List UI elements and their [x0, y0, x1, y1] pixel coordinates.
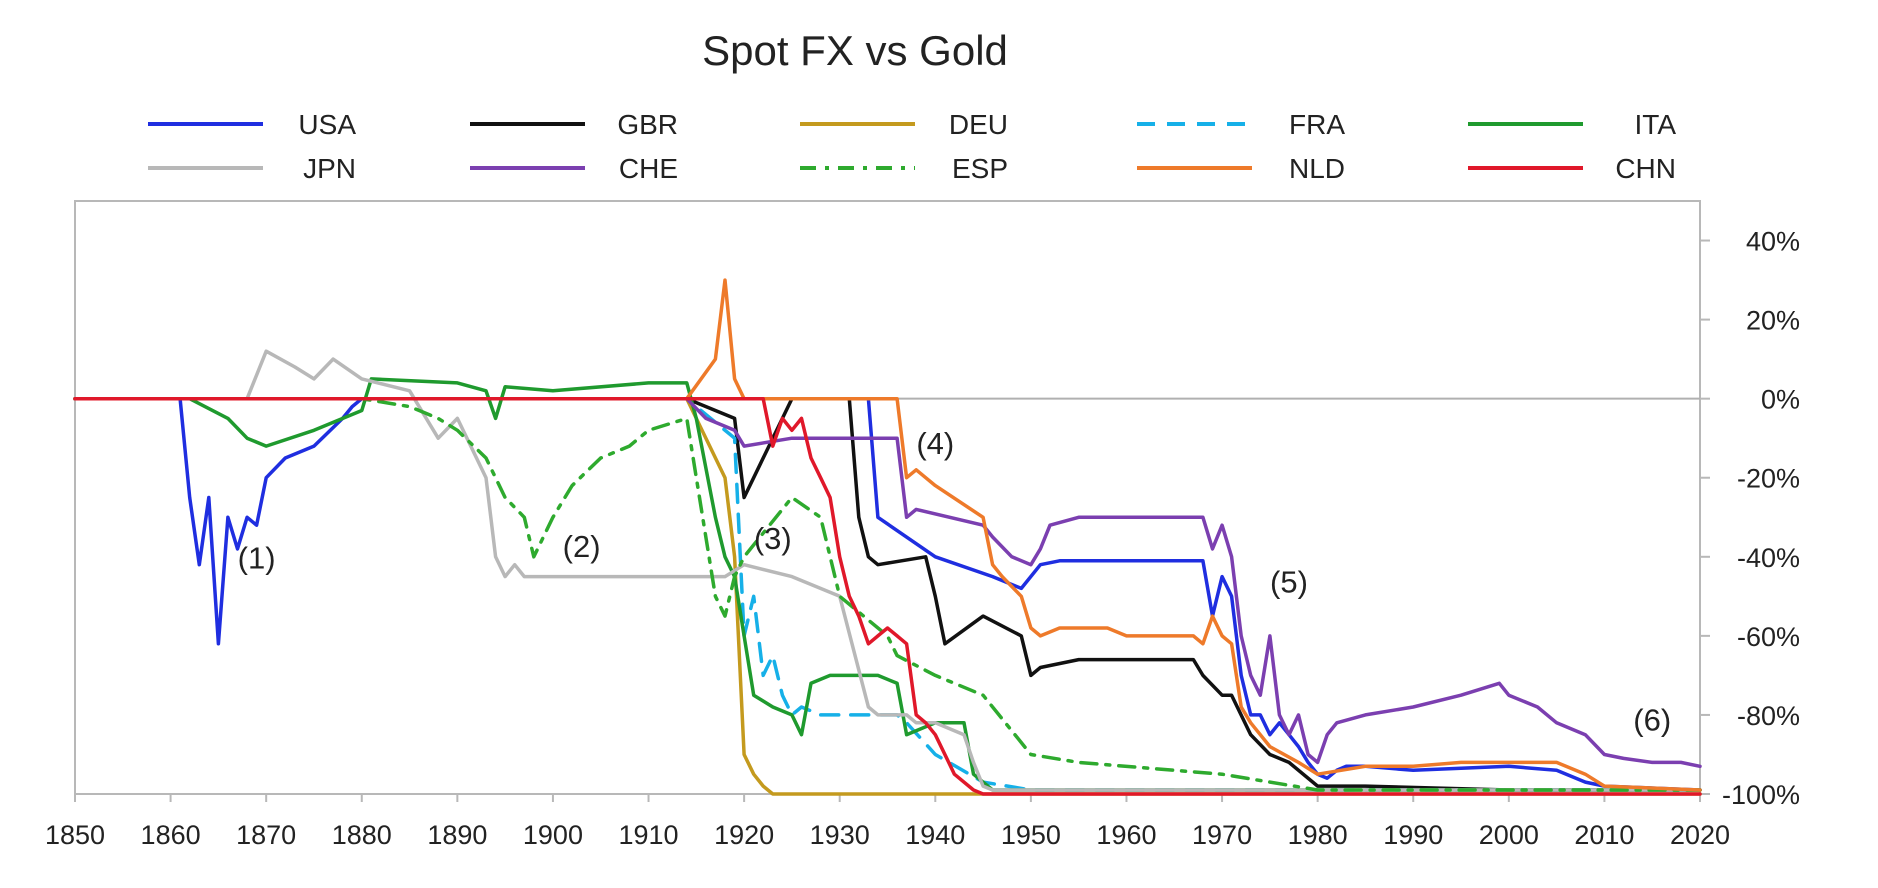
- legend-label-esp: ESP: [952, 153, 1008, 184]
- y-tick-label-0: 0%: [1761, 385, 1800, 415]
- series-line-jpn: [73, 349, 1702, 792]
- x-tick-label-2010: 2010: [1574, 820, 1634, 850]
- series-line-ita: [73, 377, 1702, 792]
- y-tick-label-20: 20%: [1746, 306, 1800, 336]
- legend-item-che: CHE: [470, 153, 678, 184]
- series-line-esp: [73, 396, 1702, 792]
- legend-label-che: CHE: [619, 153, 678, 184]
- legend-item-ita: ITA: [1468, 109, 1676, 140]
- x-tick-label-1910: 1910: [618, 820, 678, 850]
- legend-label-jpn: JPN: [303, 153, 356, 184]
- legend-label-nld: NLD: [1289, 153, 1345, 184]
- chart-title: Spot FX vs Gold: [702, 27, 1008, 74]
- legend-item-fra: FRA: [1137, 109, 1345, 140]
- x-tick-label-1870: 1870: [236, 820, 296, 850]
- legend-item-deu: DEU: [800, 109, 1008, 140]
- legend-label-usa: USA: [298, 109, 356, 140]
- legend-label-deu: DEU: [949, 109, 1008, 140]
- legend-item-usa: USA: [148, 109, 356, 140]
- x-tick-label-1860: 1860: [141, 820, 201, 850]
- x-tick-label-1970: 1970: [1192, 820, 1252, 850]
- series-line-chn: [73, 396, 1702, 796]
- x-tick-label-1890: 1890: [427, 820, 487, 850]
- annotation-layer: (1) (2) (3) (4) (5) (6): [238, 426, 1671, 738]
- x-tick-label-2020: 2020: [1670, 820, 1730, 850]
- legend-label-ita: ITA: [1635, 109, 1677, 140]
- y-tick-label-100: -100%: [1722, 780, 1800, 810]
- series-line-nld: [73, 278, 1702, 792]
- series-line-che: [73, 396, 1702, 769]
- annotation-4: (4): [916, 426, 954, 461]
- legend-label-gbr: GBR: [617, 109, 678, 140]
- x-tick-label-1850: 1850: [45, 820, 105, 850]
- x-tick-label-1980: 1980: [1288, 820, 1348, 850]
- x-tick-label-1960: 1960: [1096, 820, 1156, 850]
- annotation-5: (5): [1270, 564, 1308, 599]
- y-tick-label-20: -20%: [1737, 464, 1800, 494]
- annotation-1: (1): [238, 541, 276, 576]
- annotation-2: (2): [563, 529, 601, 564]
- x-tick-label-1950: 1950: [1001, 820, 1061, 850]
- legend-item-chn: CHN: [1468, 153, 1676, 184]
- x-tick-label-1880: 1880: [332, 820, 392, 850]
- x-tick-label-1930: 1930: [810, 820, 870, 850]
- x-tick-label-1940: 1940: [905, 820, 965, 850]
- series-line-deu: [73, 396, 1702, 796]
- legend-label-fra: FRA: [1289, 109, 1345, 140]
- y-tick-label-60: -60%: [1737, 622, 1800, 652]
- x-tick-label-1900: 1900: [523, 820, 583, 850]
- x-tick-label-1990: 1990: [1383, 820, 1443, 850]
- legend-item-esp: ESP: [800, 153, 1008, 184]
- legend-item-gbr: GBR: [470, 109, 678, 140]
- x-tick-label-1920: 1920: [714, 820, 774, 850]
- series-layer: [73, 278, 1702, 796]
- y-tick-label-40: -40%: [1737, 543, 1800, 573]
- annotation-3: (3): [754, 521, 792, 556]
- y-tick-label-40: 40%: [1746, 227, 1800, 257]
- annotation-6: (6): [1633, 703, 1671, 738]
- x-tick-label-2000: 2000: [1479, 820, 1539, 850]
- plot-area: [74, 200, 1701, 795]
- legend-label-chn: CHN: [1615, 153, 1676, 184]
- x-axis: 1850 1860 1870 1880 1890 1900 1910 1920 1930 1940…: [45, 794, 1730, 850]
- legend: USA GBR DEU FRA ITA JPN CHE ESP NLD CHN: [148, 109, 1676, 184]
- y-tick-label-80: -80%: [1737, 701, 1800, 731]
- legend-item-jpn: JPN: [148, 153, 356, 184]
- legend-item-nld: NLD: [1137, 153, 1345, 184]
